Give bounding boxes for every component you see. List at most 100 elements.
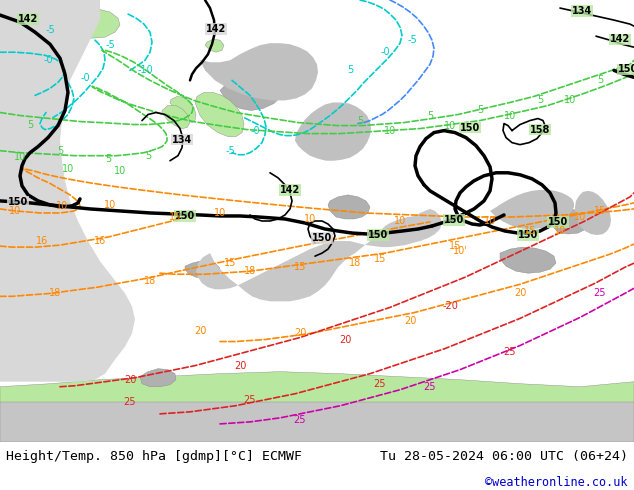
Polygon shape [200, 43, 318, 100]
Text: 20: 20 [194, 326, 206, 337]
Polygon shape [500, 247, 556, 273]
Polygon shape [295, 102, 371, 161]
Text: 20: 20 [514, 288, 526, 298]
Polygon shape [170, 97, 196, 122]
Polygon shape [490, 190, 574, 229]
Text: Height/Temp. 850 hPa [gdmp][°C] ECMWF: Height/Temp. 850 hPa [gdmp][°C] ECMWF [6, 450, 302, 463]
Text: 18: 18 [244, 266, 256, 276]
Text: 25: 25 [294, 415, 306, 425]
Text: 10: 10 [554, 226, 566, 236]
Text: 18: 18 [144, 276, 156, 286]
Text: 10: 10 [304, 214, 316, 224]
Text: 10: 10 [104, 200, 116, 210]
Text: 16: 16 [94, 236, 106, 246]
Polygon shape [195, 93, 244, 137]
Text: 10: 10 [444, 121, 456, 130]
Text: 25: 25 [424, 382, 436, 392]
Text: 15: 15 [374, 254, 386, 264]
Text: 150: 150 [312, 233, 332, 243]
Text: 18: 18 [349, 258, 361, 268]
Text: 15: 15 [594, 206, 606, 216]
Text: 5: 5 [537, 96, 543, 105]
Text: 5: 5 [27, 120, 33, 129]
Text: 25: 25 [594, 288, 606, 298]
Text: 25: 25 [374, 379, 386, 389]
Text: 10: 10 [114, 166, 126, 176]
Polygon shape [0, 0, 60, 369]
Text: 142: 142 [18, 14, 38, 24]
Text: 150: 150 [618, 64, 634, 74]
Text: -0: -0 [80, 74, 90, 83]
Text: -5: -5 [225, 146, 235, 156]
Text: 10: 10 [214, 208, 226, 218]
Text: 15: 15 [294, 262, 306, 272]
Text: 142: 142 [280, 185, 301, 195]
Text: 25: 25 [504, 346, 516, 357]
Text: 5: 5 [347, 65, 353, 75]
Text: 10': 10' [453, 246, 467, 256]
Text: 150: 150 [518, 230, 538, 240]
Text: 5: 5 [427, 111, 433, 121]
Polygon shape [0, 0, 135, 382]
Text: 15: 15 [224, 258, 236, 268]
Polygon shape [205, 39, 224, 52]
Text: -0: -0 [380, 47, 390, 57]
Text: 142: 142 [206, 24, 226, 34]
Text: 10: 10 [484, 216, 496, 226]
Polygon shape [575, 191, 611, 235]
Text: 142: 142 [610, 34, 630, 44]
Text: 20: 20 [124, 375, 136, 385]
Text: 150: 150 [368, 230, 388, 240]
Text: 15: 15 [449, 241, 461, 251]
Polygon shape [140, 368, 176, 387]
Text: 10: 10 [574, 212, 586, 222]
Polygon shape [550, 209, 590, 234]
Text: 20: 20 [339, 335, 351, 344]
Polygon shape [0, 371, 634, 442]
Text: 150: 150 [548, 217, 568, 227]
Text: 150: 150 [8, 197, 29, 207]
Polygon shape [185, 261, 220, 278]
Polygon shape [20, 34, 74, 66]
Polygon shape [328, 195, 370, 219]
Text: -10: -10 [137, 65, 153, 75]
Text: -0: -0 [250, 125, 260, 136]
Text: 5: 5 [105, 154, 111, 164]
Polygon shape [162, 105, 190, 128]
Text: -20: -20 [442, 301, 458, 311]
Text: 16: 16 [36, 236, 48, 246]
Text: 25: 25 [124, 397, 136, 407]
Text: 5: 5 [57, 146, 63, 156]
Text: 5: 5 [477, 105, 483, 116]
Text: Tu 28-05-2024 06:00 UTC (06+24): Tu 28-05-2024 06:00 UTC (06+24) [380, 450, 628, 463]
Text: 15: 15 [524, 226, 536, 236]
Text: 134: 134 [572, 6, 592, 16]
Text: ©weatheronline.co.uk: ©weatheronline.co.uk [485, 476, 628, 490]
Text: 158: 158 [530, 124, 550, 135]
Text: 10: 10 [9, 206, 21, 216]
Text: 5: 5 [357, 116, 363, 125]
Text: 25: 25 [243, 395, 256, 405]
Text: -5: -5 [407, 35, 417, 45]
Text: 5: 5 [145, 151, 151, 161]
Text: 10: 10 [56, 201, 68, 211]
Text: -5: -5 [105, 40, 115, 50]
Text: 150: 150 [175, 211, 195, 221]
Text: 10: 10 [14, 152, 26, 162]
Text: 150: 150 [460, 122, 480, 133]
Text: 10: 10 [564, 96, 576, 105]
Text: 20: 20 [404, 317, 416, 326]
Text: 18: 18 [49, 288, 61, 298]
Text: 10: 10 [62, 164, 74, 174]
Polygon shape [0, 402, 634, 442]
Text: 10: 10 [384, 125, 396, 136]
Text: 134: 134 [172, 135, 192, 145]
Polygon shape [220, 68, 285, 111]
Text: 5: 5 [597, 75, 603, 85]
Text: 15: 15 [169, 212, 181, 222]
Polygon shape [55, 9, 120, 38]
Text: 150: 150 [444, 215, 464, 225]
Text: 10: 10 [394, 216, 406, 226]
Text: 20: 20 [234, 361, 246, 370]
Text: -0: -0 [43, 55, 53, 65]
